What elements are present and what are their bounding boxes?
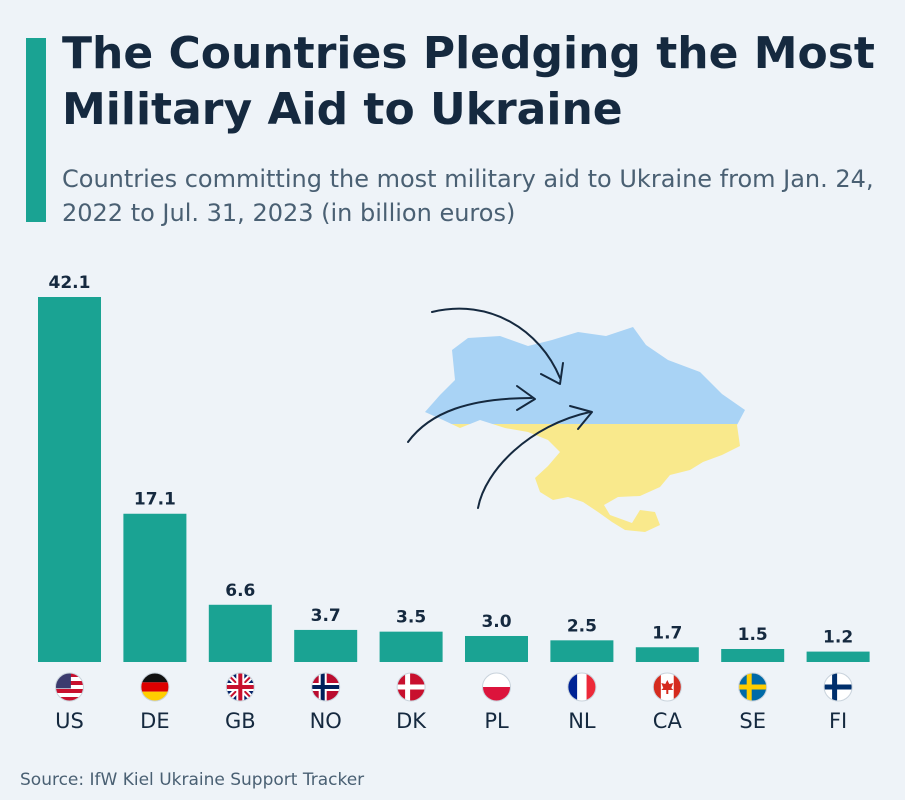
data-label-us: 42.1: [49, 273, 91, 293]
bar-dk: [379, 631, 443, 662]
arrow-1: [431, 307, 561, 379]
de-flag-icon: [140, 672, 170, 702]
bar-pl: [465, 635, 528, 662]
bar-de: [123, 513, 187, 662]
arrow-3: [477, 411, 591, 509]
data-label-nl: 2.5: [567, 616, 597, 636]
ukraine-map-yellow-half: [425, 424, 745, 532]
bar-ca: [635, 647, 699, 662]
data-label-de: 17.1: [134, 490, 176, 510]
data-label-fi: 1.2: [823, 628, 853, 648]
arrow-2: [407, 397, 533, 443]
ca-flag-icon: [652, 672, 682, 702]
x-tick-label-us: US: [55, 709, 84, 733]
gb-flag-icon: [225, 672, 255, 702]
bar-us: [38, 297, 101, 662]
arrow-2-head: [516, 385, 536, 411]
ukraine-map-blue-half: [425, 327, 745, 424]
arrow-3-head: [569, 405, 593, 430]
x-tick-label-pl: PL: [484, 709, 509, 733]
bar-gb: [208, 604, 272, 662]
x-tick-label-de: DE: [140, 709, 169, 733]
x-tick-label-se: SE: [739, 709, 766, 733]
x-tick-label-ca: CA: [653, 709, 683, 733]
se-flag-icon: [738, 672, 768, 702]
bar-fi: [806, 651, 870, 662]
chart-title: The Countries Pledging the Most Military…: [62, 28, 875, 135]
data-label-dk: 3.5: [396, 608, 426, 628]
data-label-pl: 3.0: [481, 612, 511, 632]
bar-se: [721, 648, 785, 662]
x-tick-label-dk: DK: [396, 709, 427, 733]
x-tick-label-gb: GB: [225, 709, 256, 733]
data-label-ca: 1.7: [652, 623, 682, 643]
us-flag-icon: [55, 672, 84, 702]
title-accent-bar: [26, 38, 46, 222]
data-label-no: 3.7: [311, 606, 341, 626]
ukraine-map-illustration: [407, 307, 745, 532]
bar-nl: [550, 640, 614, 662]
nl-flag-icon: [567, 672, 597, 702]
source-note: Source: IfW Kiel Ukraine Support Tracker: [20, 770, 365, 790]
pl-flag-icon: [482, 672, 511, 702]
data-label-gb: 6.6: [225, 581, 255, 601]
arrow-1-head: [540, 362, 564, 385]
chart-subtitle: Countries committing the most military a…: [62, 165, 874, 227]
dk-flag-icon: [396, 672, 426, 702]
x-tick-label-fi: FI: [829, 709, 847, 733]
x-tick-label-nl: NL: [568, 709, 596, 733]
fi-flag-icon: [823, 672, 853, 702]
no-flag-icon: [311, 672, 341, 702]
x-tick-label-no: NO: [310, 709, 342, 733]
bars-layer: 42.1 US 17.1 DE 6.6 GB 3.7 NO 3.5 DK 3.0 PL 2.5 NL 1.7…: [38, 273, 870, 733]
data-label-se: 1.5: [738, 625, 768, 645]
bar-no: [294, 629, 358, 662]
